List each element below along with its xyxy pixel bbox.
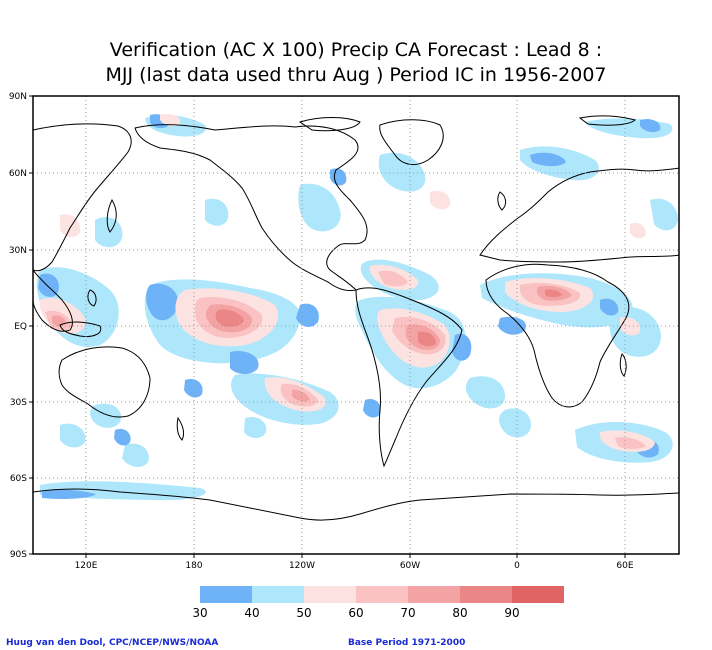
tick-marks	[29, 95, 626, 558]
legend-label-80: 80	[452, 606, 467, 620]
coastlines	[33, 115, 679, 521]
legend-swatch-40-50	[252, 586, 304, 603]
lat-label-eq: EQ	[14, 322, 27, 332]
lat-label-90s: 90S	[10, 550, 27, 560]
skill-shading	[36, 114, 678, 500]
legend-label-60: 60	[348, 606, 363, 620]
lon-label-180: 180	[185, 561, 202, 571]
lat-label-60s: 60S	[10, 474, 27, 484]
legend-swatch-80-90	[460, 586, 512, 603]
lat-label-30s: 30S	[10, 398, 27, 408]
map-frame	[32, 95, 680, 555]
lon-label-60e: 60E	[616, 561, 633, 571]
legend-label-40: 40	[244, 606, 259, 620]
lon-label-120e: 120E	[75, 561, 98, 571]
title-line-1: Verification (AC X 100) Precip CA Foreca…	[109, 39, 603, 61]
legend-label-30: 30	[192, 606, 207, 620]
legend-swatch-50-60	[304, 586, 356, 603]
lat-label-90n: 90N	[9, 92, 27, 102]
lat-label-60n: 60N	[9, 169, 27, 179]
lon-label-0: 0	[514, 561, 520, 571]
lon-label-120w: 120W	[289, 561, 315, 571]
credit-author: Huug van den Dool, CPC/NCEP/NWS/NOAA	[6, 638, 219, 648]
graticule	[33, 96, 679, 554]
lat-label-30n: 30N	[9, 246, 27, 256]
legend-label-50: 50	[296, 606, 311, 620]
color-legend: 30 40 50 60 70 80 90	[192, 586, 564, 620]
legend-swatch-30-40	[200, 586, 252, 603]
legend-label-70: 70	[400, 606, 415, 620]
title-line-2: MJJ (last data used thru Aug ) Period IC…	[105, 64, 607, 86]
legend-swatch-90-100	[512, 586, 564, 603]
legend-swatch-70-80	[408, 586, 460, 603]
lon-label-60w: 60W	[400, 561, 420, 571]
legend-swatch-60-70	[356, 586, 408, 603]
credit-base-period: Base Period 1971-2000	[348, 638, 466, 648]
legend-label-90: 90	[504, 606, 519, 620]
